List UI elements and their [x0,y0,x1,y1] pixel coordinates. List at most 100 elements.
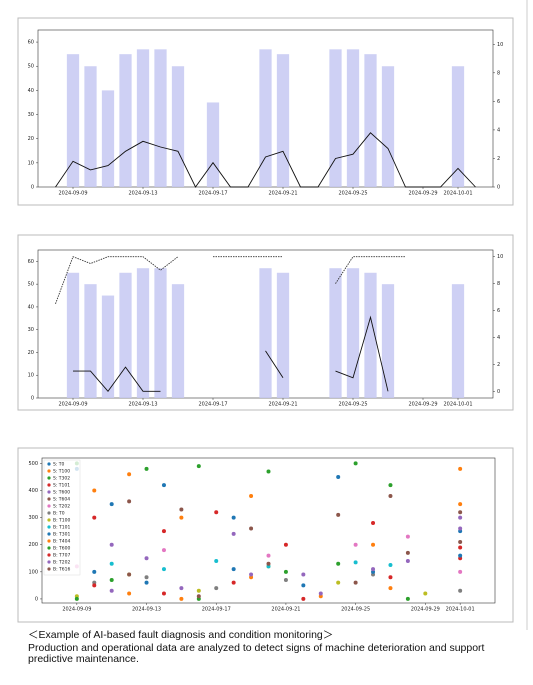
point [353,560,358,565]
point [458,510,463,515]
legend-marker [47,560,51,564]
point [179,586,184,591]
point [283,569,288,574]
point [388,586,393,591]
bar [259,268,272,398]
point [109,577,114,582]
y-tick-label: 100 [28,569,38,575]
y2-tick-label: 8 [497,70,500,76]
point [214,558,219,563]
point [92,569,97,574]
line [56,257,459,304]
legend-marker [47,539,51,543]
legend-label: B: T600 [53,546,71,552]
line [55,132,476,188]
y-tick-label: 200 [28,542,38,548]
y-tick-label: 60 [28,40,34,46]
legend-label: B: T616 [53,567,71,573]
bar [154,49,167,188]
y2-tick-label: 6 [497,99,500,105]
bar [346,49,360,188]
y-tick-label: 400 [28,488,38,494]
bar [101,295,115,398]
x-tick-label: 2024-10-01 [443,402,472,408]
point [179,515,184,520]
point [161,483,166,488]
x-tick-label: 2024-09-21 [271,607,300,613]
x-tick-label: 2024-09-13 [132,607,161,613]
y2-tick-label: 4 [497,127,500,133]
bar [451,66,465,187]
point [353,542,358,547]
point [458,540,463,545]
point [266,561,271,566]
legend-marker [47,490,51,494]
y-tick-label: 60 [28,259,34,265]
point [405,550,410,555]
legend-label: B: T0 [53,511,65,517]
legend-label: S: T600 [53,490,70,496]
bar [101,90,115,187]
point [92,515,97,520]
point [109,542,114,547]
point [388,575,393,580]
point [249,526,254,531]
legend-marker [47,525,51,529]
point [371,521,376,526]
y-tick-label: 20 [28,136,34,142]
point [231,515,236,520]
bar [276,54,290,188]
plot-area [41,457,496,604]
bar [66,54,80,188]
y-tick-label: 10 [28,373,34,379]
x-tick-label: 2024-10-01 [446,607,475,613]
point [405,596,410,601]
bar [451,284,465,398]
point [92,583,97,588]
point [109,588,114,593]
point [353,461,358,466]
y2-tick-label: 0 [497,185,500,191]
y-tick-label: 300 [28,515,38,521]
legend-marker [47,483,51,487]
point [301,572,306,577]
x-tick-label: 2024-09-25 [338,402,367,408]
legend-marker [47,553,51,557]
legend-label: B: T707 [53,553,71,559]
point [336,561,341,566]
legend-label: B: T301 [53,532,71,538]
point [231,531,236,536]
point [301,596,306,601]
bar [206,102,220,187]
legend-label: S: T302 [53,476,70,482]
point [458,466,463,471]
legend-marker [47,511,51,515]
point [161,567,166,572]
legend-marker [47,469,51,473]
y2-tick-label: 2 [497,362,500,368]
bar [364,272,377,398]
bar [119,272,132,398]
legend-label: B: T202 [53,560,71,566]
x-tick-label: 2024-09-21 [268,191,297,197]
x-tick-label: 2024-09-09 [62,607,91,613]
panel-frame [17,17,514,206]
point [283,542,288,547]
bar [171,284,185,398]
legend-marker [47,518,51,522]
y-tick-label: 30 [28,327,34,333]
x-tick-label: 2024-09-17 [198,402,227,408]
point [196,464,201,469]
panel-frame [17,234,514,411]
x-tick-label: 2024-09-17 [202,607,231,613]
point [231,580,236,585]
point [283,577,288,582]
y2-tick-label: 10 [497,254,503,260]
x-tick-label: 2024-09-29 [411,607,440,613]
y-tick-label: 20 [28,350,34,356]
point [144,575,149,580]
point [458,588,463,593]
point [109,502,114,507]
y-tick-label: 500 [28,461,38,467]
